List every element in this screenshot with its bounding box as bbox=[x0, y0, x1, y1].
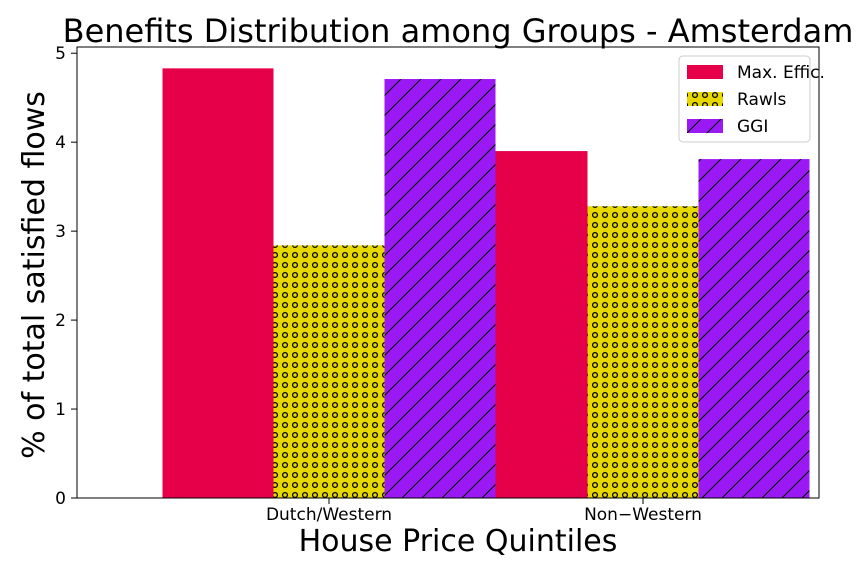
y-tick-label: 5 bbox=[55, 44, 66, 64]
x-tick-label: Non−Western bbox=[584, 505, 702, 525]
y-tick-label: 1 bbox=[55, 400, 66, 420]
legend-swatch bbox=[687, 92, 723, 106]
y-tick-label: 4 bbox=[55, 133, 66, 153]
legend-label: Max. Effic. bbox=[737, 63, 825, 83]
legend: Max. Effic. Rawls GGI bbox=[678, 55, 825, 143]
y-axis-label: % of total satisfied flows bbox=[17, 91, 52, 459]
y-tick-label: 3 bbox=[55, 222, 66, 242]
x-axis-label: House Price Quintiles bbox=[299, 524, 618, 559]
legend-label: Rawls bbox=[737, 90, 786, 110]
bar-ggi-0 bbox=[384, 79, 496, 498]
x-tick-label: Dutch/Western bbox=[266, 505, 392, 525]
legend-swatch bbox=[687, 65, 723, 79]
bar-rawls-1 bbox=[587, 206, 699, 498]
x-axis: Dutch/Western Non−Western bbox=[266, 498, 702, 525]
legend-label: GGI bbox=[737, 117, 768, 137]
bar-rawls-0 bbox=[273, 245, 385, 498]
bars-group bbox=[162, 68, 810, 499]
bar-max-effic-0 bbox=[162, 68, 274, 498]
chart-title: Benefits Distribution among Groups - Ams… bbox=[63, 12, 854, 50]
plot-frame bbox=[76, 46, 820, 499]
bar-ggi-1 bbox=[698, 159, 810, 499]
legend-swatch bbox=[687, 119, 723, 133]
y-tick-label: 0 bbox=[55, 489, 66, 509]
y-axis: 0 1 2 3 4 5 bbox=[55, 44, 77, 509]
y-tick-label: 2 bbox=[55, 311, 66, 331]
